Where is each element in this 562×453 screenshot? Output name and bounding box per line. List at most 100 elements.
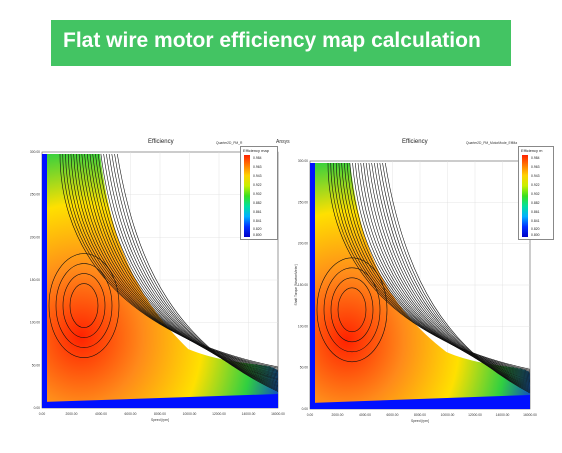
legend-value: 0.984 [253,156,262,160]
y-tick-label: 250.00 [30,193,40,197]
contour-line [59,153,279,368]
y-tick-label: 250.00 [298,200,308,204]
legend-value: 0.841 [531,219,540,223]
contour-line [344,162,531,377]
x-tick-label: 8000.00 [414,413,426,417]
x-tick-label: 6000.00 [125,412,137,416]
legend-value: 0.820 [531,227,540,231]
x-tick-label: 12000.00 [468,413,482,417]
contour-line [84,153,279,378]
efficiency-map-plot-1: Efficiency Quarter2D_PM_R Ansys 0.00 2000… [30,136,292,426]
slide-title: Flat wire motor efficiency map calculati… [63,29,481,52]
y-tick-label: 300.00 [30,150,40,154]
low-efficiency-band [42,394,278,408]
contour-line [330,277,374,343]
contour-line [108,153,279,389]
contour-line [62,153,279,369]
project-label: Quarter2D_PM_R [216,141,243,145]
legend-value: 0.882 [531,201,540,205]
contour-line [86,153,279,379]
x-tick-label: 0.00 [39,412,46,416]
y-tick-label: 150.00 [30,278,40,282]
x-tick-label: 2000.00 [66,412,78,416]
title-banner: Flat wire motor efficiency map calculati… [51,20,511,66]
contour-line [116,153,279,392]
x-tick-label: 2000.00 [332,413,344,417]
contour-line [92,153,279,382]
contour-line [316,257,388,363]
x-tick-label: 16000.00 [523,413,537,417]
contour-line [78,153,279,376]
legend-value: 0.902 [253,192,262,196]
x-tick-label: 12000.00 [212,412,226,416]
legend-value: 0.820 [253,227,262,231]
efficiency-region [314,163,530,409]
y-tick-label: 200.00 [30,235,40,239]
contour-line [349,162,531,379]
legend-value: 0.800 [253,233,262,237]
x-axis-label: Speed [rpm] [151,418,169,422]
color-legend: Efficiency map 0.984 0.963 0.943 0.922 0… [240,146,278,240]
contour-line [338,162,531,375]
y-tick-label: 50.00 [32,363,40,367]
contour-line [352,162,531,380]
contour-line [333,162,531,372]
legend-value: 0.963 [253,165,262,169]
x-tick-label: 4000.00 [359,413,371,417]
contour-line [48,253,120,358]
efficiency-map-svg: 0.00 2000.00 4000.00 6000.00 8000.00 10000.00… [294,159,537,423]
low-efficiency-strip [42,154,47,408]
contour-line [81,153,279,377]
x-tick-label: 0.00 [307,413,314,417]
contour-line [67,153,279,371]
efficiency-map-plot-2: Efficiency Quarter2D_PM_MotorMode_EffMa … [290,136,554,426]
x-tick-label: 10000.00 [441,413,455,417]
y-tick-label: 50.00 [300,366,308,370]
legend-title: Efficiency m [521,148,543,153]
efficiency-map-svg: 0.00 2000.00 4000.00 6000.00 8000.00 10000.00… [30,150,285,422]
contour-line [65,153,279,370]
contour-line [76,153,279,375]
contour-line [55,263,113,348]
legend-value: 0.902 [531,192,540,196]
contour-line [335,162,531,373]
legend-title: Efficiency map [243,148,269,153]
y-tick-label: 0.00 [34,406,41,410]
y-tick-label: 0.00 [302,407,309,411]
y-tick-label: 150.00 [298,283,308,287]
contour-line [330,162,531,371]
contour-line [62,273,106,338]
contour-line [363,162,531,385]
y-tick-label: 300.00 [298,159,308,163]
low-efficiency-band [310,395,530,409]
x-axis-label: Speed [rpm] [411,419,429,423]
contour-line [95,153,279,383]
contour-line [354,162,531,381]
x-tick-label: 4000.00 [95,412,107,416]
contour-line [365,162,531,386]
legend-value: 0.943 [531,174,540,178]
x-tick-label: 6000.00 [387,413,399,417]
legend-value: 0.922 [531,183,540,187]
legend-value: 0.841 [253,219,262,223]
legend-value: 0.800 [531,233,540,237]
project-label: Quarter2D_PM_MotorMode_EffMa [466,141,518,145]
contour-line [70,153,279,372]
legend-value: 0.861 [253,210,262,214]
contour-line [341,162,531,376]
contour-line [337,287,367,333]
x-tick-label: 14000.00 [496,413,510,417]
x-tick-label: 16000.00 [271,412,285,416]
color-legend: Efficiency m 0.984 0.963 0.943 0.922 0.9… [518,146,554,240]
legend-value: 0.963 [531,165,540,169]
contour-line [323,267,381,353]
legend-value: 0.984 [531,156,540,160]
contour-line [97,153,279,384]
legend-color-bar [244,155,250,237]
x-tick-label: 10000.00 [183,412,197,416]
contour-line [106,153,279,388]
contour-line [69,283,99,328]
legend-value: 0.943 [253,174,262,178]
legend-color-bar [522,155,528,237]
contour-line [384,162,531,394]
